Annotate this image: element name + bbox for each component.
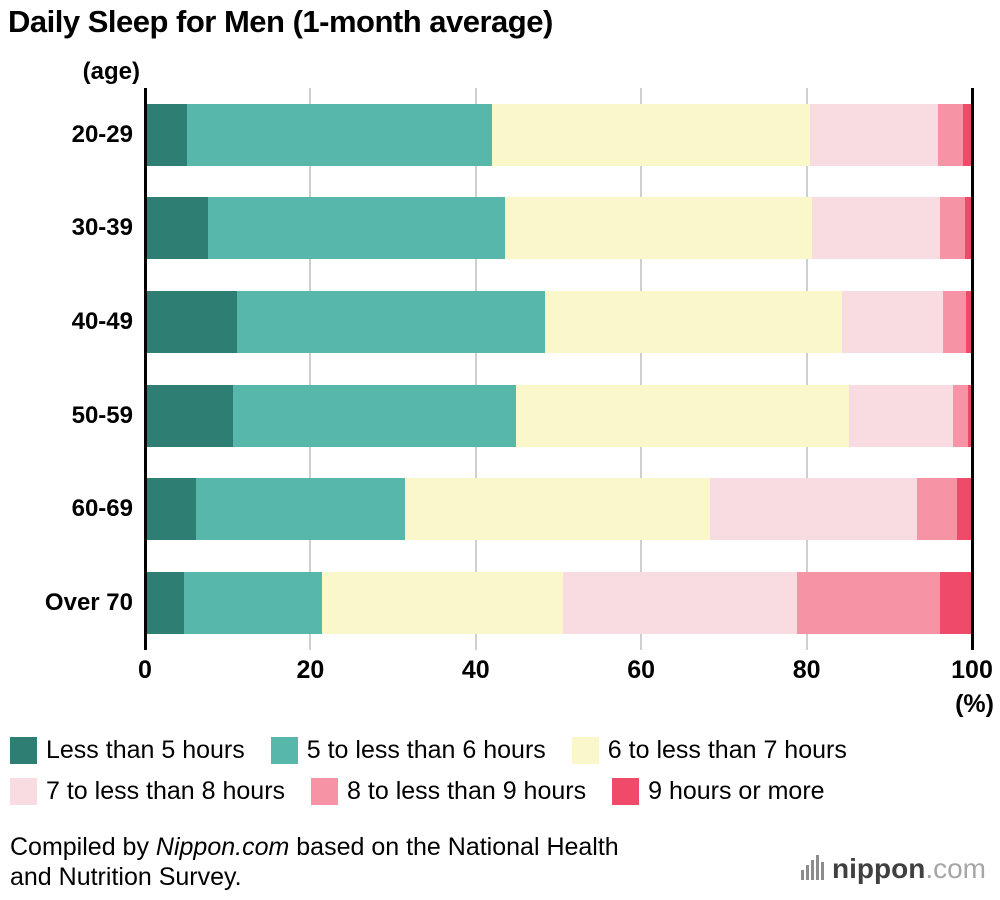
gridline <box>309 88 312 650</box>
legend-item: 5 to less than 6 hours <box>270 736 546 765</box>
bar-segment <box>939 572 972 635</box>
bar-segment <box>957 478 972 541</box>
bar-segment <box>207 197 505 260</box>
legend-item: 9 hours or more <box>612 777 825 806</box>
bar-segment <box>145 197 208 260</box>
y-axis-label: 60-69 <box>71 495 133 523</box>
bar-segment <box>848 384 953 447</box>
legend-label: 6 to less than 7 hours <box>607 736 847 764</box>
bar-segment <box>916 478 958 541</box>
bar-segment <box>145 478 197 541</box>
x-axis-unit-label: (%) <box>955 690 994 718</box>
bar-segment <box>842 291 944 354</box>
x-tick-label: 20 <box>296 656 325 684</box>
axis-line-right <box>971 88 974 650</box>
bar-segment <box>492 103 810 166</box>
y-axis-unit-label: (age) <box>82 58 140 85</box>
nippon-logo-name: nippon <box>832 853 926 884</box>
bar-segment <box>232 384 517 447</box>
source-note-publisher: Nippon.com <box>155 833 290 861</box>
bar-segment <box>966 291 972 354</box>
legend-item: 7 to less than 8 hours <box>10 777 285 806</box>
bar-segment <box>236 291 546 354</box>
legend-label: Less than 5 hours <box>46 736 245 764</box>
legend-label: 9 hours or more <box>648 777 825 805</box>
x-tick-label: 100 <box>951 656 993 684</box>
bar-segment <box>965 197 972 260</box>
bar-segment <box>943 291 967 354</box>
legend-label: 8 to less than 9 hours <box>347 777 587 805</box>
bar-row <box>145 369 972 463</box>
bar-segment <box>796 572 940 635</box>
legend-swatch-icon <box>311 778 339 805</box>
bar-row <box>145 88 972 182</box>
bar-segment <box>183 572 322 635</box>
bar-segment <box>545 291 843 354</box>
y-axis-label: 30-39 <box>71 214 133 242</box>
gridline <box>640 88 643 650</box>
bar-segment <box>187 103 493 166</box>
axis-line-left <box>144 88 147 650</box>
y-axis-label: Over 70 <box>44 589 133 617</box>
legend-item: 8 to less than 9 hours <box>311 777 586 806</box>
bar-segment <box>321 572 563 635</box>
legend-row: 7 to less than 8 hours 8 to less than 9 h… <box>10 777 996 806</box>
bar-segment <box>967 384 972 447</box>
legend-swatch-icon <box>571 737 599 764</box>
bar-segment <box>404 478 710 541</box>
legend-item: 6 to less than 7 hours <box>571 736 847 765</box>
legend-swatch-icon <box>612 778 640 805</box>
x-axis-ticks: 0 20 40 60 80 100 <box>138 656 993 688</box>
plot-area <box>144 88 974 650</box>
bar-row <box>145 556 972 650</box>
source-note: Compiled by Nippon.com based on the Nati… <box>10 832 650 892</box>
x-tick-label: 60 <box>627 656 656 684</box>
y-axis-label: 20-29 <box>71 120 133 148</box>
x-tick-label: 0 <box>138 656 152 684</box>
nippon-logo-tld: .com <box>925 853 986 884</box>
x-tick-label: 40 <box>461 656 490 684</box>
bar-segment <box>809 103 939 166</box>
gridline <box>805 88 808 650</box>
bar-segment <box>145 572 184 635</box>
bar-segment <box>145 384 233 447</box>
legend-item: Less than 5 hours <box>10 736 245 765</box>
legend-swatch-icon <box>10 737 37 764</box>
bar-segment <box>196 478 405 541</box>
bar-row <box>145 182 972 276</box>
source-note-suffix: based on the National Health and Nutriti… <box>10 833 619 891</box>
bar-segment <box>504 197 813 260</box>
legend-swatch-icon <box>10 778 37 805</box>
legend-label: 5 to less than 6 hours <box>306 736 546 764</box>
bar-segment <box>938 103 963 166</box>
bar-segment <box>812 197 940 260</box>
x-tick-label: 80 <box>792 656 821 684</box>
bar-segment <box>962 103 972 166</box>
bar-segment <box>516 384 849 447</box>
y-axis-labels: 20-29 30-39 40-49 50-59 60-69 Over 70 <box>0 88 133 650</box>
bar-segment <box>709 478 917 541</box>
bar-row <box>145 275 972 369</box>
bar-row <box>145 463 972 557</box>
nippon-logo: nippon .com <box>801 852 986 885</box>
y-axis-label: 50-59 <box>71 401 133 429</box>
bar-segment <box>145 291 237 354</box>
nippon-logo-text: nippon .com <box>832 853 986 885</box>
source-note-prefix: Compiled by <box>10 833 156 861</box>
bar-segment <box>562 572 797 635</box>
legend-swatch-icon <box>270 737 298 764</box>
nippon-logo-bars-icon <box>801 852 825 885</box>
gridline <box>474 88 477 650</box>
bar-segment <box>952 384 968 447</box>
bar-segment <box>145 103 188 166</box>
legend: Less than 5 hours 5 to less than 6 hours 6… <box>10 736 996 818</box>
bar-segment <box>939 197 966 260</box>
page-title: Daily Sleep for Men (1-month average) <box>8 4 553 39</box>
y-axis-label: 40-49 <box>71 308 133 336</box>
legend-label: 7 to less than 8 hours <box>46 777 286 805</box>
legend-row: Less than 5 hours 5 to less than 6 hours 6… <box>10 736 996 765</box>
